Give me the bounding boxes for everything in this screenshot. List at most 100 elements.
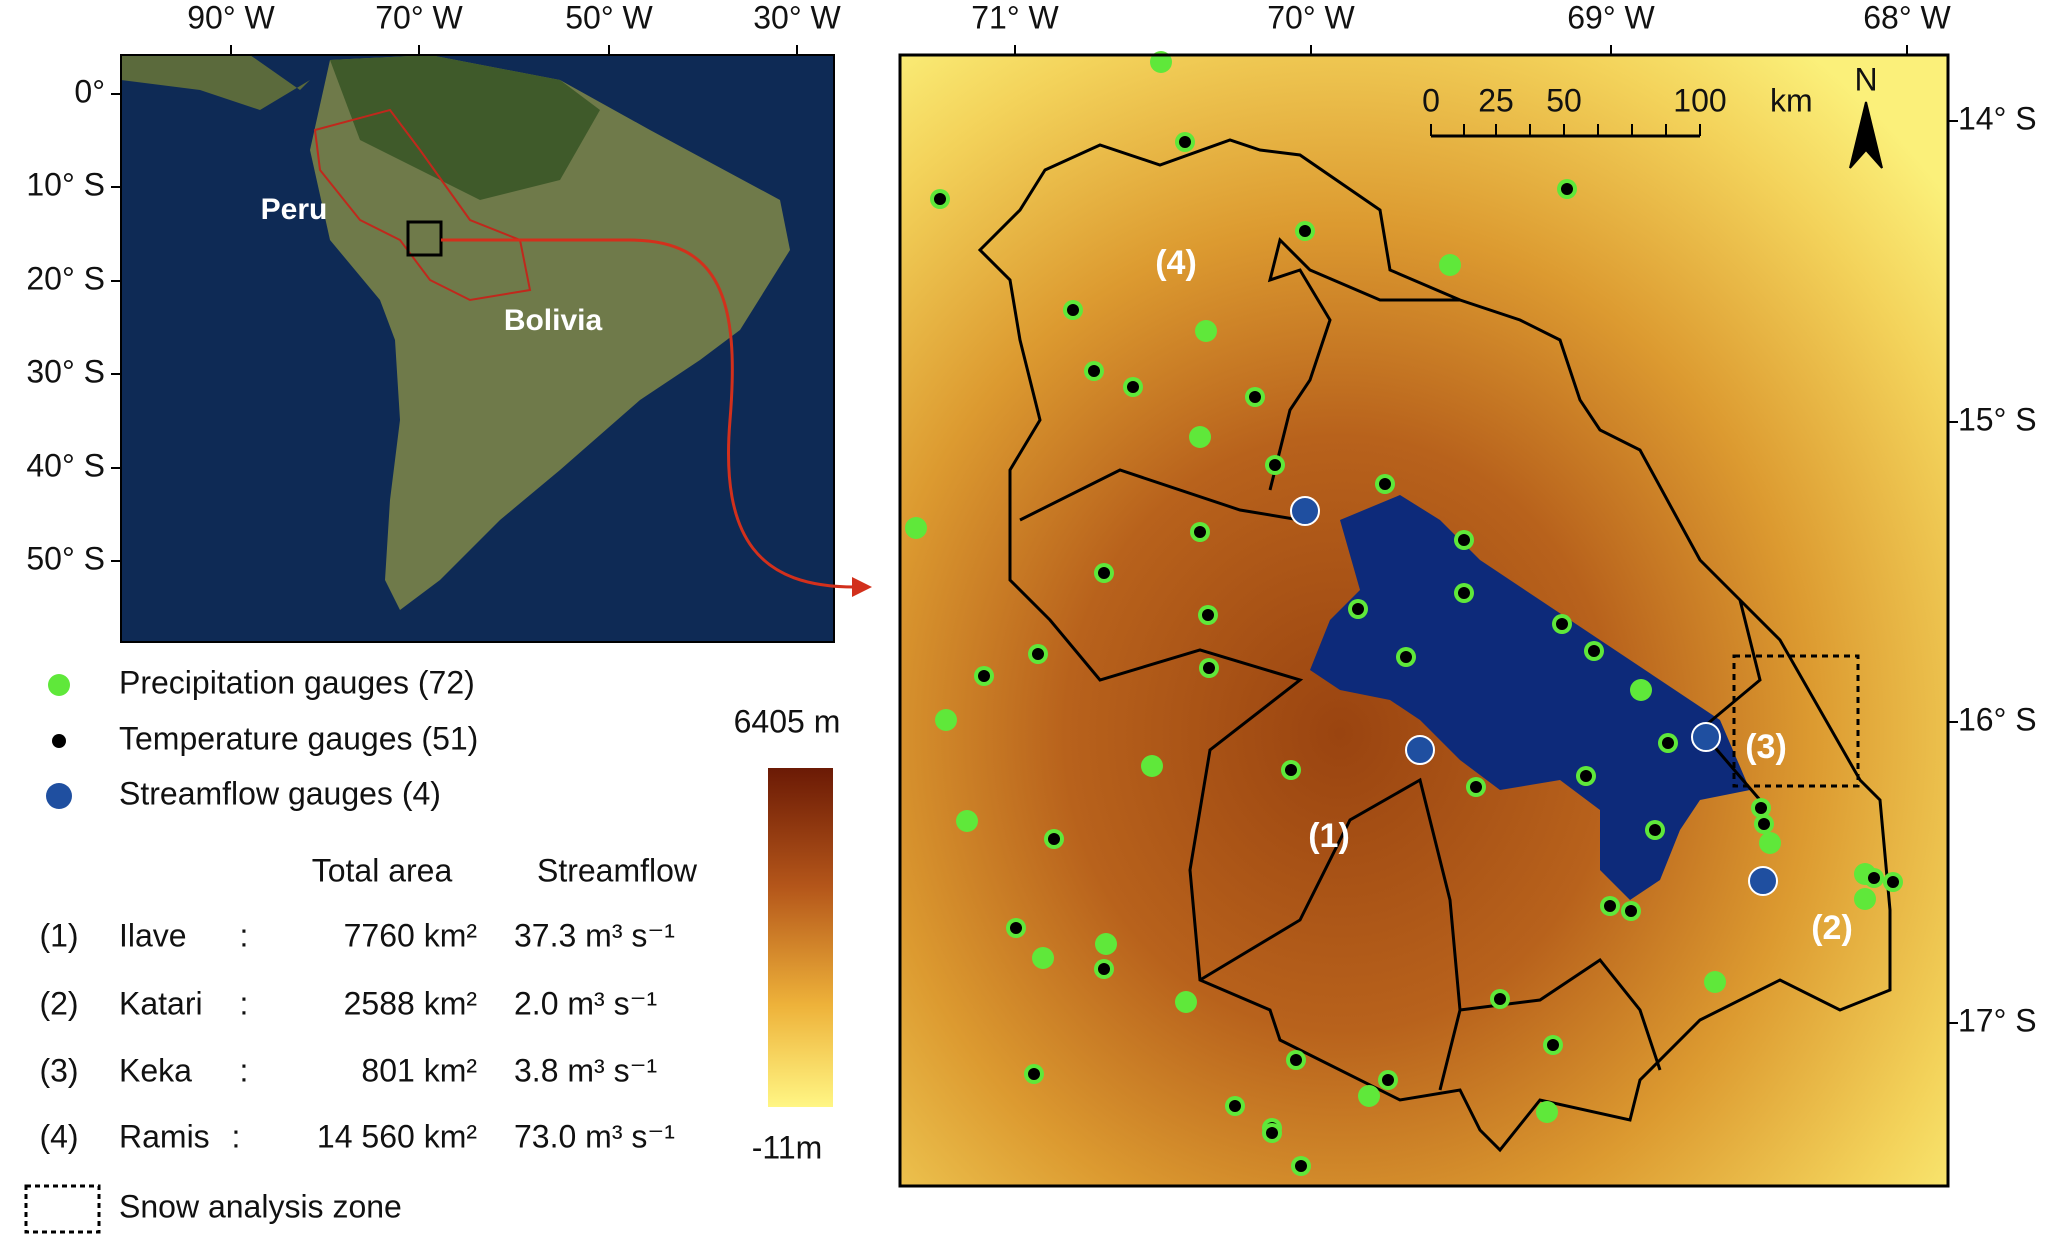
north-label: N <box>1854 61 1877 97</box>
temp-gauge <box>1755 802 1767 814</box>
total-area: 801 km² <box>361 1052 477 1088</box>
separator: : <box>240 1052 249 1088</box>
temp-gauge <box>1290 1054 1302 1066</box>
temp-gauge <box>1382 1074 1394 1086</box>
x-axis-label: 68° W <box>1863 0 1951 35</box>
basin-label: (3) <box>1745 728 1787 766</box>
y-axis-label: 40° S <box>26 447 105 483</box>
precip-gauge <box>1759 832 1781 854</box>
temp-gauge <box>1202 609 1214 621</box>
snow-zone-swatch <box>24 1184 101 1234</box>
precip-gauge <box>956 810 978 832</box>
basin-boundaries <box>977 138 1892 1153</box>
y-axis-label: 15° S <box>1958 401 2037 437</box>
x-axis-label: 69° W <box>1567 0 1655 35</box>
total-area: 7760 km² <box>344 917 478 953</box>
map-frame <box>898 53 1950 1188</box>
y-axis-label: 16° S <box>1958 701 2037 737</box>
temp-gauge <box>1194 526 1206 538</box>
separator: : <box>240 917 249 953</box>
x-axis-label: 71° W <box>971 0 1059 35</box>
precip-gauge <box>1195 320 1217 342</box>
temp-gauge <box>1032 648 1044 660</box>
temp-gauge <box>1470 781 1482 793</box>
x-axis-label: 70° W <box>1267 0 1355 35</box>
precip-gauge <box>1854 888 1876 910</box>
temp-gauge <box>1625 905 1637 917</box>
colorbar <box>768 768 833 1107</box>
basin-id: (4) <box>39 1118 78 1154</box>
precip-gauge <box>1536 1101 1558 1123</box>
precip-gauge <box>905 517 927 539</box>
place-label: Peru <box>261 193 328 226</box>
scale-label: km <box>1770 82 1813 118</box>
basin-label: (1) <box>1308 817 1350 855</box>
place-label: Bolivia <box>504 304 603 337</box>
precip-gauge <box>1439 254 1461 276</box>
temp-gauge <box>1379 478 1391 490</box>
legend-precip-symbol <box>48 674 70 696</box>
temp-gauge <box>1098 567 1110 579</box>
colorbar-min: -11m <box>752 1129 823 1165</box>
basin-id: (1) <box>39 917 78 953</box>
temp-gauge <box>1868 872 1880 884</box>
temp-gauge <box>1400 651 1412 663</box>
temp-gauge <box>1295 1160 1307 1172</box>
temp-gauge <box>1588 645 1600 657</box>
scale-label: 0 <box>1422 82 1440 118</box>
temp-gauge <box>1352 603 1364 615</box>
temp-gauge <box>1269 459 1281 471</box>
temp-gauge <box>1266 1127 1278 1139</box>
precip-gauge <box>1175 991 1197 1013</box>
temp-gauge <box>1229 1100 1241 1112</box>
basin-id: (2) <box>39 985 78 1021</box>
precip-gauge <box>935 709 957 731</box>
y-axis-label: 0° <box>74 73 105 109</box>
separator: : <box>240 985 249 1021</box>
streamflow: 73.0 m³ s⁻¹ <box>514 1118 675 1154</box>
forest <box>330 55 600 200</box>
table-header: Total area <box>312 852 453 888</box>
y-axis-label: 10° S <box>26 166 105 202</box>
streamflow: 3.8 m³ s⁻¹ <box>514 1052 657 1088</box>
x-axis-label: 30° W <box>753 0 841 35</box>
colorbar-max: 6405 m <box>734 703 841 739</box>
basin-name: Ramis <box>119 1118 210 1154</box>
temp-gauge <box>1458 534 1470 546</box>
streamflow-gauge <box>1405 735 1435 765</box>
streamflow-gauge <box>1748 866 1778 896</box>
precip-gauge <box>1141 755 1163 777</box>
temp-gauge <box>1662 737 1674 749</box>
basin-label: (4) <box>1155 244 1197 282</box>
temp-gauge <box>1067 304 1079 316</box>
total-area: 14 560 km² <box>317 1118 477 1154</box>
temp-gauge <box>1547 1039 1559 1051</box>
temp-gauge <box>1604 900 1616 912</box>
map-frame <box>120 54 835 643</box>
temp-gauge <box>1028 1068 1040 1080</box>
lake-titicaca <box>1310 495 1750 900</box>
connector-arrow <box>441 238 856 589</box>
legend-label: Precipitation gauges (72) <box>119 664 475 700</box>
streamflow: 37.3 m³ s⁻¹ <box>514 917 675 953</box>
arrow-head <box>852 577 872 597</box>
y-axis-label: 20° S <box>26 260 105 296</box>
temp-gauge <box>1758 818 1770 830</box>
y-axis-label: 50° S <box>26 540 105 576</box>
precip-gauge <box>1095 933 1117 955</box>
temp-gauge <box>1203 662 1215 674</box>
legend-label: Temperature gauges (51) <box>119 720 478 756</box>
legend-flow-symbol <box>46 783 72 809</box>
continent <box>310 55 790 610</box>
overview-map <box>120 54 835 643</box>
temp-gauge <box>1285 764 1297 776</box>
legend-temp-symbol <box>52 734 66 748</box>
y-axis-label: 17° S <box>1958 1002 2037 1038</box>
temp-gauge <box>1048 833 1060 845</box>
temp-gauge <box>1098 963 1110 975</box>
central-america <box>121 55 330 110</box>
basin-name: Ilave <box>119 917 187 953</box>
temp-gauge <box>978 670 990 682</box>
temp-gauge <box>1887 876 1899 888</box>
